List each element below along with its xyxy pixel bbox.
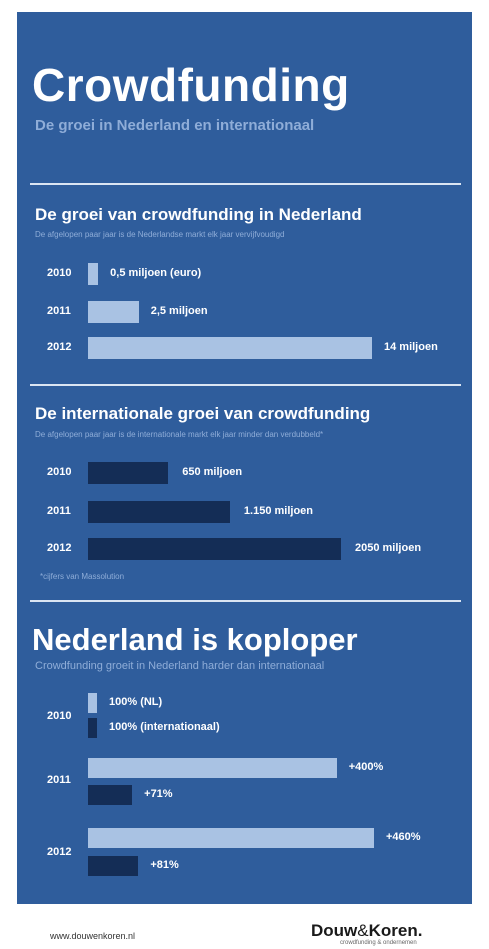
bar [88, 337, 372, 359]
data-label: +81% [150, 859, 179, 871]
data-label: 2050 miljoen [355, 542, 422, 554]
bar [88, 462, 169, 484]
section-subheading-int: De afgelopen paar jaar is de internation… [35, 430, 324, 439]
bar [88, 263, 99, 285]
bar [88, 758, 337, 778]
brand-name-part1: Douw [311, 921, 358, 940]
data-label: 100% (NL) [109, 696, 163, 708]
footnote: *cijfers van Massolution [40, 572, 125, 581]
data-label: 2,5 miljoen [150, 305, 208, 317]
data-label: 0,5 miljoen (euro) [110, 267, 202, 279]
bar [88, 301, 139, 323]
data-label: +400% [348, 761, 384, 773]
data-label: 650 miljoen [182, 466, 243, 478]
category-label: 2012 [47, 341, 72, 353]
data-label: +460% [386, 831, 421, 843]
bar [88, 785, 133, 805]
footer-url[interactable]: www.douwenkoren.nl [50, 931, 136, 941]
section-subheading-nl: De afgelopen paar jaar is de Nederlandse… [35, 230, 285, 239]
bar [88, 501, 230, 523]
category-label: 2010 [47, 466, 72, 478]
data-label: 1.150 miljoen [243, 505, 314, 517]
bar [88, 538, 341, 560]
bar [88, 693, 97, 713]
page-title: Crowdfunding [32, 59, 350, 111]
brand-name-part2: Koren. [368, 921, 423, 940]
divider [30, 183, 461, 185]
category-label: 2011 [47, 774, 71, 786]
brand-logo: Douw&Koren. [311, 921, 422, 941]
bar [88, 718, 97, 738]
category-label: 2010 [47, 267, 72, 279]
brand-tagline: crowdfunding & ondernemen [340, 940, 417, 946]
category-label: 2012 [47, 542, 72, 554]
category-label: 2011 [47, 505, 71, 517]
section-heading-int: De internationale groei van crowdfunding [35, 404, 371, 423]
category-label: 2012 [47, 846, 72, 858]
section-heading-compare: Nederland is koploper [32, 622, 358, 657]
divider [30, 384, 461, 386]
infographic-panel [17, 12, 472, 904]
data-label: 14 miljoen [384, 341, 438, 353]
category-label: 2010 [47, 710, 72, 722]
section-heading-nl: De groei van crowdfunding in Nederland [35, 205, 362, 224]
bar [88, 856, 139, 876]
bar [88, 828, 374, 848]
data-label: 100% (internationaal) [109, 721, 220, 733]
section-subheading-compare: Crowdfunding groeit in Nederland harder … [35, 660, 325, 672]
divider [30, 600, 461, 602]
page-subtitle: De groei in Nederland en internationaal [35, 117, 315, 134]
data-label: +71% [144, 788, 173, 800]
category-label: 2011 [47, 305, 71, 317]
brand-ampersand: & [357, 921, 369, 940]
